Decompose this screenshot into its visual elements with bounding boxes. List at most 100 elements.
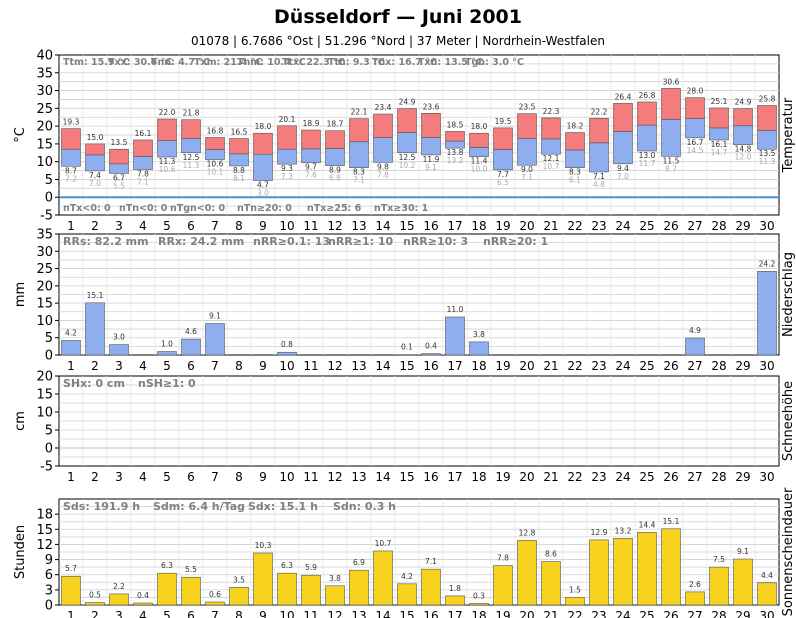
- tmin-bar: [565, 149, 585, 169]
- tmin-label: 11.4: [471, 157, 488, 166]
- sunshine-xtick-label: 9: [259, 609, 267, 618]
- snow-xtick-label: 8: [235, 470, 243, 484]
- sunshine-bar: [517, 540, 537, 606]
- sunshine-value-label: 15.1: [663, 517, 680, 526]
- sunshine-value-label: 1.5: [569, 585, 581, 594]
- temperature-stat-bottom: nTx≥25: 6: [307, 203, 362, 214]
- tmin-label: 7.7: [497, 170, 509, 179]
- snow-xtick-label: 29: [735, 470, 750, 484]
- tground-label: 14.5: [687, 146, 704, 155]
- temperature-stat-bottom: nTx<0: 0: [63, 203, 111, 214]
- sunshine-bar: [373, 550, 393, 606]
- tmin-label: 8.9: [329, 166, 341, 175]
- temperature-xtick-label: 23: [591, 219, 606, 233]
- tground-label: 7.1: [353, 176, 365, 185]
- snow-side-label: Schneehöhe: [781, 381, 796, 461]
- sunshine-xtick-label: 24: [615, 609, 630, 618]
- tmax-label: 25.8: [759, 94, 776, 103]
- temperature-xtick-label: 5: [163, 219, 171, 233]
- precipitation-xtick-label: 18: [471, 359, 486, 373]
- snow-xtick-label: 20: [519, 470, 534, 484]
- sunshine-bar: [637, 532, 657, 606]
- precipitation-bar: [85, 302, 105, 356]
- tground-label: 12.0: [735, 153, 752, 162]
- snow-xtick-label: 11: [303, 470, 318, 484]
- sunshine-xtick-label: 13: [351, 609, 366, 618]
- tmin-label: 8.8: [233, 166, 245, 175]
- temperature-xtick-label: 25: [639, 219, 654, 233]
- tmax-label: 20.1: [279, 115, 296, 124]
- snow-xtick-label: 23: [591, 470, 606, 484]
- sunshine-ytick-label: 18: [36, 508, 53, 523]
- precipitation-bar: [205, 323, 225, 356]
- precipitation-bar: [757, 271, 777, 356]
- sunshine-xtick-label: 1: [67, 609, 75, 618]
- tground-label: 7.2: [65, 174, 77, 183]
- tground-label: 8.7: [665, 164, 677, 173]
- sunshine-value-label: 14.4: [639, 520, 656, 529]
- tmin-label: 12.1: [543, 154, 560, 163]
- tmin-bar: [733, 125, 753, 145]
- sunshine-value-label: 0.6: [209, 590, 221, 599]
- sunshine-bar: [421, 568, 441, 606]
- sunshine-ytick-label: 9: [45, 553, 53, 568]
- tmin-bar: [469, 147, 489, 157]
- precipitation-xtick-label: 23: [591, 359, 606, 373]
- tmax-label: 16.1: [135, 129, 152, 138]
- tmin-label: 9.4: [617, 164, 629, 173]
- tground-label: 7.0: [89, 179, 101, 188]
- sunshine-bar: [445, 595, 465, 606]
- sunshine-stat-top: Sdx: 15.1 h: [248, 500, 318, 513]
- tmax-bar: [85, 143, 105, 156]
- sunshine-ylabel: Stunden: [13, 525, 28, 579]
- precipitation-ytick-label: 0: [45, 349, 53, 364]
- snow-xtick-label: 14: [375, 470, 390, 484]
- temperature-xtick-label: 9: [259, 219, 267, 233]
- snow-xtick-label: 9: [259, 470, 267, 484]
- temperature-ytick-label: 15: [36, 137, 53, 152]
- sunshine-value-label: 0.4: [137, 591, 149, 600]
- tmax-label: 13.5: [111, 138, 128, 147]
- tmin-label: 12.5: [399, 153, 416, 162]
- snow-xtick-label: 5: [163, 470, 171, 484]
- sunshine-value-label: 8.6: [545, 550, 557, 559]
- tmax-label: 25.1: [711, 97, 728, 106]
- sunshine-value-label: 12.8: [519, 528, 536, 537]
- sunshine-bar: [109, 593, 129, 606]
- tground-label: 6.8: [329, 174, 341, 183]
- precipitation-bar: [157, 351, 177, 356]
- sunshine-bar: [85, 602, 105, 606]
- tground-label: 14.7: [711, 148, 728, 157]
- precipitation-ytick-label: 30: [36, 245, 53, 260]
- snow-stat-top: nSH≥1: 0: [138, 377, 196, 390]
- tmin-bar: [373, 137, 393, 163]
- sunshine-bar: [733, 558, 753, 606]
- tmax-bar: [733, 108, 753, 127]
- sunshine-xtick-label: 17: [447, 609, 462, 618]
- sunshine-stat-top: Sdn: 0.3 h: [333, 500, 396, 513]
- tmin-bar: [421, 137, 441, 156]
- precipitation-xtick-label: 7: [211, 359, 219, 373]
- temperature-xtick-label: 18: [471, 219, 486, 233]
- snow-xtick-label: 4: [139, 470, 147, 484]
- tmin-bar: [181, 138, 201, 154]
- snow-xtick-label: 13: [351, 470, 366, 484]
- tmax-bar: [541, 117, 561, 140]
- sunshine-bar: [541, 561, 561, 606]
- sunshine-value-label: 3.8: [329, 574, 341, 583]
- temperature-ytick-label: 0: [45, 191, 53, 206]
- tmax-bar: [637, 101, 657, 126]
- tmax-label: 22.2: [591, 107, 608, 116]
- temperature-xtick-label: 1: [67, 219, 75, 233]
- tmax-label: 19.5: [495, 117, 512, 126]
- precipitation-bar: [397, 354, 417, 356]
- precipitation-value-label: 0.8: [281, 340, 293, 349]
- snow-xtick-label: 10: [279, 470, 294, 484]
- snow-xtick-label: 28: [711, 470, 726, 484]
- precipitation-ytick-label: 35: [36, 228, 53, 243]
- temperature-xtick-label: 27: [687, 219, 702, 233]
- precipitation-xtick-label: 8: [235, 359, 243, 373]
- tmin-label: 9.0: [521, 165, 533, 174]
- tmin-bar: [517, 138, 537, 166]
